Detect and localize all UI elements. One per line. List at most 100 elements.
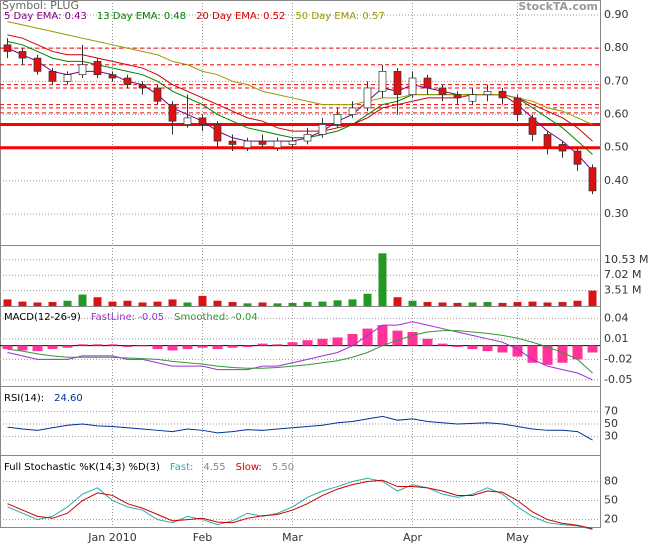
y-tick-label: 10.53 M	[604, 253, 648, 266]
candle-body	[378, 71, 387, 92]
histogram-bar	[497, 345, 508, 353]
volume-bar	[558, 302, 567, 306]
histogram-bar	[77, 344, 88, 346]
y-tick-label: 30	[604, 430, 618, 443]
histogram-bar	[317, 338, 328, 346]
y-tick-label: 80	[604, 474, 618, 487]
legend-entry: 13 Day EMA: 0.48	[97, 11, 186, 22]
histogram-bar	[32, 345, 43, 352]
volume-bar	[198, 295, 207, 306]
histogram-bar	[182, 345, 193, 350]
volume-bar	[153, 301, 162, 306]
histogram-bar	[197, 345, 208, 348]
volume-bar	[78, 294, 87, 306]
volume-bar	[468, 302, 477, 306]
volume-bar	[3, 299, 12, 306]
histogram-bar	[212, 345, 223, 350]
indicator-line	[7, 330, 593, 374]
histogram-bar	[527, 345, 538, 363]
readout: 24.60	[54, 393, 83, 404]
y-tick-label: -0.02	[604, 352, 632, 365]
y-tick-label: 7.02 M	[604, 268, 641, 281]
histogram-bar	[2, 345, 13, 350]
volume-bar	[573, 300, 582, 306]
candle-body	[273, 140, 282, 149]
candle-body	[243, 140, 252, 149]
candle-body	[363, 87, 372, 109]
volume-bar	[213, 300, 222, 306]
candle-body	[198, 117, 207, 125]
histogram-bar	[257, 343, 268, 346]
volume-bar	[348, 299, 357, 306]
candle-body	[408, 77, 417, 95]
x-tick-label: May	[506, 531, 529, 544]
indicator-line	[7, 479, 593, 530]
candle-body	[333, 114, 342, 125]
histogram-bar	[332, 337, 343, 346]
indicator-line	[7, 21, 593, 125]
histogram-bar	[47, 345, 58, 350]
histogram-bar	[167, 345, 178, 351]
volume-bar	[333, 300, 342, 306]
candle-body	[348, 107, 357, 115]
readout: 4.55	[203, 462, 225, 473]
candle-body	[543, 134, 552, 149]
histogram-bar	[587, 345, 598, 353]
y-tick-label: 20	[604, 513, 618, 526]
candle-body	[108, 74, 117, 79]
legend-entry: Fast:	[170, 462, 193, 473]
indicator-line	[7, 321, 593, 381]
candle-body	[63, 74, 72, 82]
volume-bar	[63, 300, 72, 306]
watermark: StockTA.com	[518, 0, 598, 13]
legend-entry: 5 Day EMA: 0.43	[4, 11, 87, 22]
candle-body	[93, 61, 102, 76]
volume-bar	[108, 301, 117, 306]
y-tick-label: 0.01	[604, 332, 629, 345]
y-tick-label: 3.51 M	[604, 284, 641, 297]
candle-body	[78, 64, 87, 76]
histogram-bar	[437, 343, 448, 346]
histogram-bar	[542, 345, 553, 365]
legend-entry: Slow:	[236, 462, 262, 473]
candle-body	[423, 77, 432, 89]
candle-body	[168, 104, 177, 122]
histogram-bar	[62, 345, 73, 348]
volume-bar	[123, 300, 132, 306]
candle-body	[18, 51, 27, 59]
volume-bar	[378, 253, 387, 306]
legend-entry: FastLine: -0.05	[91, 312, 164, 323]
histogram-bar	[512, 345, 523, 357]
y-tick-label: 0.70	[604, 74, 629, 87]
histogram-bar	[407, 331, 418, 346]
volume-bar	[138, 302, 147, 306]
panel-frame	[0, 455, 601, 528]
candle-body	[33, 57, 42, 72]
candle-body	[513, 97, 522, 115]
y-tick-label: 50	[604, 494, 618, 507]
candle-body	[3, 44, 12, 52]
histogram-bar	[107, 344, 118, 346]
histogram-bar	[572, 345, 583, 360]
x-tick-label: Feb	[193, 531, 212, 544]
candle-body	[483, 90, 492, 95]
volume-bar	[168, 299, 177, 306]
volume-bar	[93, 297, 102, 306]
volume-bar	[513, 302, 522, 306]
histogram-bar	[17, 345, 28, 351]
volume-bar	[48, 302, 57, 306]
candle-body	[393, 71, 402, 95]
volume-bar	[288, 302, 297, 306]
volume-bar	[483, 302, 492, 306]
candle-body	[288, 140, 297, 145]
histogram-bar	[122, 345, 133, 348]
histogram-bar	[347, 334, 358, 346]
candle-body	[303, 134, 312, 142]
y-tick-label: 50	[604, 417, 618, 430]
histogram-bar	[272, 344, 283, 346]
y-tick-label: 0.90	[604, 8, 629, 21]
volume-bar	[243, 303, 252, 306]
histogram-bar	[377, 325, 388, 346]
y-tick-label: 0.50	[604, 141, 629, 154]
candle-body	[318, 124, 327, 135]
